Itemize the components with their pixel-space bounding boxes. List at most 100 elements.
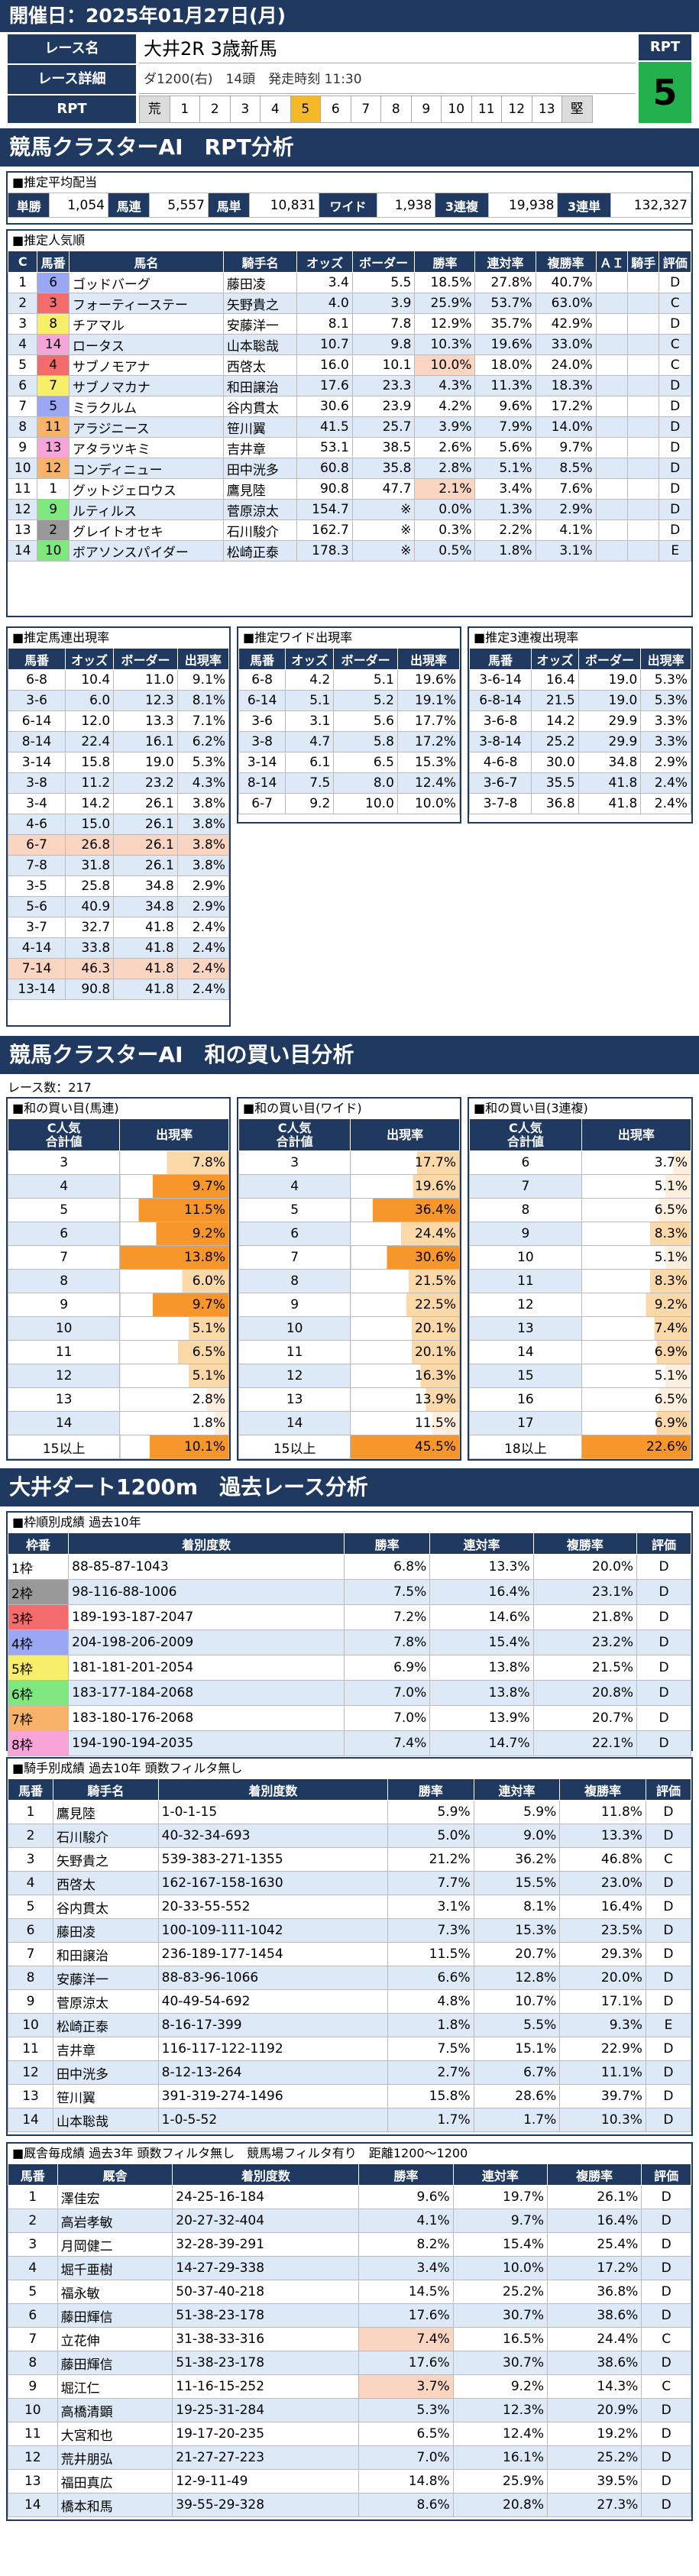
popularity-cell: アラジニース: [68, 416, 224, 438]
popularity-cell: [627, 272, 660, 293]
jockey-cell: 西啓太: [53, 1871, 159, 1895]
wide-row: 8-14 7.5 8.0 12.4%: [238, 772, 461, 794]
trainer-cell: 24-25-16-184: [172, 2185, 360, 2209]
sanrenpuku-cell: 2.9%: [640, 752, 691, 773]
jockey-cell: 3: [7, 1847, 54, 1872]
jockey-cell: 1: [7, 1800, 54, 1824]
wa-umaren-row: 5 11.5%: [7, 1198, 229, 1222]
rpt-scale-cell: 13: [531, 95, 562, 123]
umaren-row: 4-14 33.8 41.8 2.4%: [7, 937, 230, 959]
waku-row: 7枠 183-180-176-2068 7.0% 13.9% 20.7% D: [7, 1705, 691, 1731]
wa-sanrenpuku-sum: 15: [469, 1364, 582, 1388]
jockey-cell: 田中洸多: [53, 2060, 159, 2085]
popularity-cell: 27.8%: [474, 272, 536, 293]
popularity-cell: 3: [37, 293, 70, 314]
popularity-header: ＡＩ: [595, 251, 629, 273]
wa-wide-sum: 3: [238, 1150, 351, 1175]
umaren-cell: 3.8%: [176, 834, 230, 856]
trainer-cell: D: [641, 2469, 691, 2493]
trainer-cell: 高岩孝敏: [57, 2209, 173, 2233]
jockey-cell: 8.1%: [473, 1895, 561, 1919]
wa-sanrenpuku-rate: 6.9%: [581, 1340, 692, 1364]
trainer-cell: 25.9%: [452, 2469, 549, 2493]
umaren-cell: 12.3: [113, 690, 178, 711]
trainer-cell: 24.4%: [547, 2327, 642, 2351]
waku-cell: 5枠: [7, 1655, 70, 1681]
trainer-row: 10 高橋清顕 19-25-31-284 5.3% 12.3% 20.9% D: [8, 2398, 691, 2422]
trainer-cell: C: [641, 2327, 691, 2351]
trainer-cell: 14.5%: [358, 2280, 454, 2304]
popularity-cell: ボアソンスパイダー: [68, 540, 224, 561]
trainer-cell: 19.2%: [547, 2422, 642, 2446]
sanrenpuku-row: 3-8-14 25.2 29.9 3.3%: [468, 731, 691, 752]
jockey-cell: 539-383-271-1355: [157, 1847, 389, 1872]
wa-umaren-row: 14 1.8%: [7, 1411, 229, 1435]
umaren-cell: 2.9%: [176, 896, 230, 917]
umaren-cell: 6-14: [7, 710, 66, 732]
wa-sanrenpuku-sum: 18以上: [469, 1435, 582, 1459]
wide-cell: 8.0: [333, 772, 398, 794]
popularity-cell: 63.0%: [535, 293, 597, 314]
popularity-row: 10 12 コンディニュー 田中洸多 60.8 35.8 2.8% 5.1% 8.5% D: [7, 458, 691, 479]
waku-cell: 21.5%: [532, 1655, 638, 1681]
umaren-cell: 6-7: [7, 834, 66, 856]
wide-cell: 10.0%: [396, 793, 461, 814]
rpt-scale-cell: 1: [169, 95, 200, 123]
wa-umaren-row: 7 13.8%: [7, 1245, 229, 1270]
jockey-header: 着別度数: [157, 1778, 389, 1801]
jockey-cell: 7.3%: [387, 1918, 474, 1943]
trainer-row: 5 福永敏 50-37-40-218 14.5% 25.2% 36.8% D: [8, 2280, 691, 2304]
wa-sanrenpuku-sum: 16: [469, 1387, 582, 1412]
umaren-cell: 2.4%: [176, 979, 230, 1000]
popularity-cell: 12: [7, 499, 38, 520]
waku-cell: 14.6%: [429, 1604, 534, 1630]
wa-wide-rate: 16.3%: [350, 1364, 460, 1388]
popularity-cell: 9.7%: [535, 437, 597, 458]
wide-cell: 6-8: [238, 669, 286, 691]
trainer-cell: 2: [8, 2209, 58, 2233]
sanrenpuku-cell: 34.8: [578, 752, 642, 773]
wa-wide-sum: 5: [238, 1198, 351, 1222]
trainer-row: 1 澤佳宏 24-25-16-184 9.6% 19.7% 26.1% D: [8, 2185, 691, 2209]
trainer-cell: 8.2%: [358, 2232, 454, 2257]
popularity-cell: 7.9%: [474, 416, 536, 438]
popularity-cell: 10: [37, 540, 70, 561]
popularity-row: 4 14 ロータス 山本聡哉 10.7 9.8 10.3% 19.6% 33.0% C: [7, 334, 691, 355]
popularity-cell: グットジェロウス: [68, 478, 224, 500]
trainer-cell: 8: [8, 2351, 58, 2375]
wide-cell: 3-8: [238, 731, 286, 752]
avg-type-label: 3連複: [435, 193, 489, 218]
wa-wide-rate: 22.5%: [350, 1293, 460, 1317]
jockey-cell: 7.7%: [387, 1871, 474, 1895]
jockey-cell: 7.5%: [387, 2037, 474, 2061]
waku-header: 勝率: [344, 1532, 431, 1555]
rpt-scale-cell: 5: [290, 95, 321, 123]
avg-type-label: 3連単: [557, 193, 611, 218]
wa-wide-rate: 36.4%: [350, 1198, 460, 1222]
wa-sanrenpuku-rate: 8.3%: [581, 1269, 692, 1293]
wa-wide-panel: ■和の買い目(ワイド) C人気 合計値 出現率 3 17.7% 4 19.6% 5 36.4%…: [237, 1097, 461, 1461]
popularity-cell: 12: [37, 458, 70, 479]
jockey-cell: D: [645, 1800, 692, 1824]
wa-wide-row: 8 21.5%: [238, 1269, 460, 1293]
sanrenpuku-cell: 30.0: [531, 752, 579, 773]
wa-umaren-rate: 5.1%: [119, 1316, 229, 1341]
jockey-cell: 7: [7, 1942, 54, 1966]
popularity-cell: 笹川翼: [222, 416, 298, 438]
trainer-panel: ■厩舎毎成績 過去3年 頭数フィルタ無し 競馬場フィルタ有り 距離1200～12…: [6, 2142, 693, 2521]
trainer-cell: 38.6%: [547, 2303, 642, 2328]
popularity-row: 3 8 チアマル 安藤洋一 8.1 7.8 12.9% 35.7% 42.9% D: [7, 313, 691, 335]
jockey-cell: D: [645, 2060, 692, 2085]
jockey-cell: 20.0%: [559, 1966, 646, 1990]
wa-umaren-row: 4 9.7%: [7, 1174, 229, 1199]
wa-sanrenpuku-rate: 6.5%: [581, 1387, 692, 1412]
waku-cell: 6.8%: [344, 1554, 431, 1580]
popularity-header: 勝率: [414, 251, 476, 273]
trainer-table: 馬番 厩舎 着別度数 勝率 連対率 複勝率 評価 1 澤佳宏 24-25-16-184 9.6% 19…: [8, 2163, 691, 2517]
popularity-cell: サブノモアナ: [68, 354, 224, 376]
jockey-cell: 6.6%: [387, 1966, 474, 1990]
popularity-cell: 4.0: [296, 293, 353, 314]
trainer-cell: 12.3%: [452, 2398, 549, 2422]
trainer-header: 連対率: [452, 2163, 549, 2186]
trainer-cell: 澤佳宏: [57, 2185, 173, 2209]
